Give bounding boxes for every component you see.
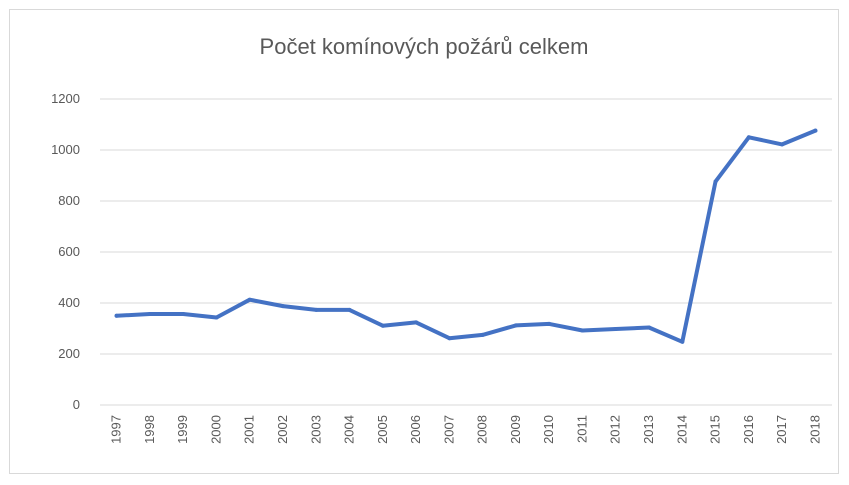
data-point-1997 — [114, 313, 119, 318]
x-tick-label: 2008 — [475, 415, 490, 444]
data-point-2003 — [314, 307, 319, 312]
x-tick-label: 2005 — [375, 415, 390, 444]
x-tick-label: 2006 — [408, 415, 423, 444]
data-point-2010 — [547, 321, 552, 326]
x-tick-label: 2003 — [308, 415, 323, 444]
chart-title: Počet komínových požárů celkem — [260, 34, 589, 59]
x-tick-label: 2009 — [508, 415, 523, 444]
data-point-2008 — [480, 332, 485, 337]
x-tick-label: 2007 — [441, 415, 456, 444]
x-tick-label: 2018 — [807, 415, 822, 444]
data-point-2000 — [214, 315, 219, 320]
data-point-2002 — [281, 304, 285, 309]
x-tick-label: 2004 — [342, 415, 357, 444]
y-tick-label: 0 — [73, 397, 80, 412]
data-point-1999 — [181, 312, 186, 316]
x-tick-label: 2016 — [741, 415, 756, 444]
y-axis-tick-labels: 0 200 400 600 800 1000 1200 — [51, 91, 80, 412]
y-tick-label: 1200 — [51, 91, 80, 106]
x-tick-label: 2015 — [708, 415, 723, 444]
data-point-2009 — [513, 323, 518, 328]
data-point-2001 — [247, 297, 252, 302]
data-point-2015 — [713, 179, 718, 184]
x-tick-label: 2000 — [208, 415, 223, 444]
x-tick-label: 1998 — [142, 415, 157, 444]
data-point-1998 — [147, 312, 152, 316]
x-tick-label: 2017 — [774, 415, 789, 444]
data-point-2011 — [580, 328, 585, 333]
data-point-2016 — [746, 135, 751, 140]
x-tick-label: 2012 — [608, 415, 623, 444]
y-tick-label: 200 — [58, 346, 80, 361]
data-point-2018 — [813, 128, 818, 133]
x-tick-label: 2002 — [275, 415, 290, 444]
y-tick-label: 600 — [58, 244, 80, 259]
data-point-2013 — [647, 325, 651, 330]
chart-frame — [9, 9, 839, 474]
x-axis-tick-labels: 1997 1998 1999 2000 2001 2002 2003 2004 2005 2006… — [109, 415, 823, 444]
x-tick-label: 2011 — [574, 415, 589, 443]
data-point-2017 — [780, 142, 785, 147]
y-tick-label: 800 — [58, 193, 80, 208]
x-tick-label: 2014 — [674, 415, 689, 444]
gridlines — [100, 98, 832, 406]
x-tick-label: 1999 — [175, 415, 190, 444]
y-tick-label: 400 — [58, 295, 80, 310]
data-point-2006 — [414, 320, 419, 325]
x-tick-label: 1997 — [109, 415, 124, 444]
data-point-2014 — [680, 339, 685, 344]
x-tick-label: 2001 — [242, 415, 257, 444]
data-point-2005 — [380, 323, 385, 328]
y-tick-label: 1000 — [51, 142, 80, 157]
data-point-2004 — [347, 307, 352, 312]
data-point-2012 — [613, 327, 618, 331]
series-line-0 — [114, 128, 818, 344]
x-tick-label: 2013 — [641, 415, 656, 444]
x-tick-label: 2010 — [541, 415, 556, 444]
series-layer — [114, 128, 818, 344]
data-point-2007 — [447, 336, 452, 341]
